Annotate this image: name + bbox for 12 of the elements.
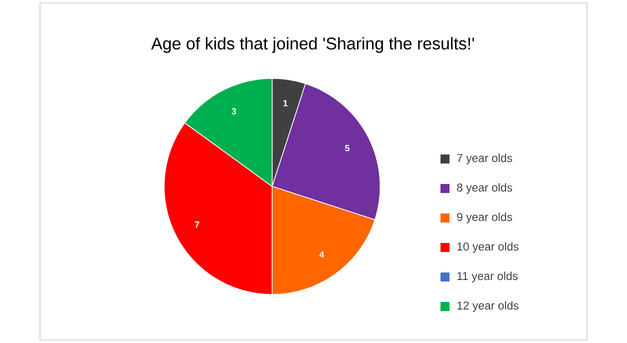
data-label: 1 [283, 100, 288, 106]
legend-label: 12 year olds [457, 301, 519, 312]
legend-label: 9 year olds [457, 212, 512, 224]
legend-label: 7 year olds [457, 154, 512, 164]
chart-title: Age of kids that joined 'Sharing the results!' [151, 37, 474, 53]
data-label: 5 [345, 145, 350, 152]
data-label: 7 [195, 222, 200, 228]
legend-label: 8 year olds [457, 183, 512, 194]
data-label: 4 [319, 251, 324, 258]
legend-label: 11 year olds [457, 272, 518, 282]
legend-label: 10 year olds [457, 242, 519, 253]
data-label: 3 [232, 108, 236, 115]
